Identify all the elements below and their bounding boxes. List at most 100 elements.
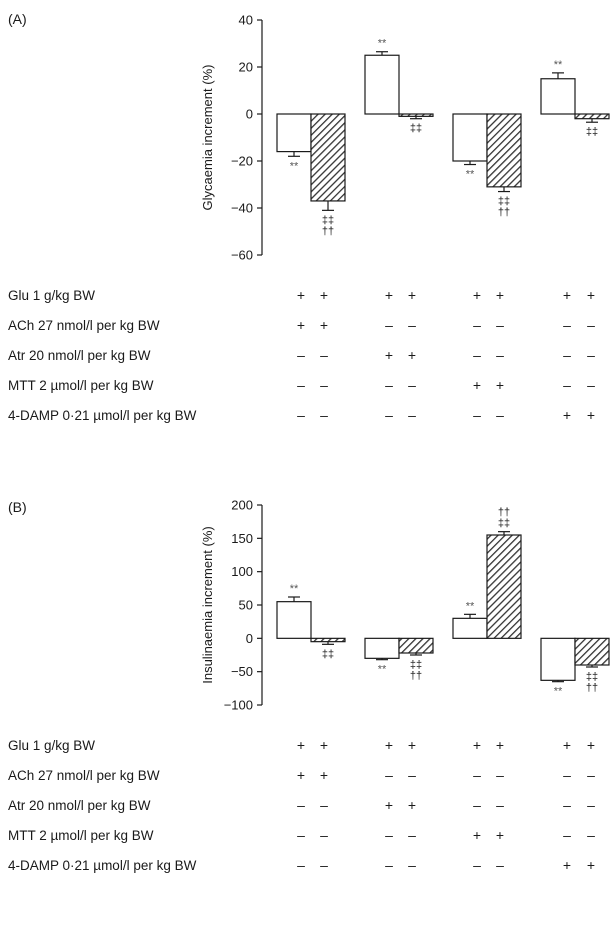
bar-hatched <box>486 534 522 639</box>
condition-sign: + <box>385 797 393 813</box>
y-tick-label: 150 <box>231 531 253 546</box>
condition-sign: – <box>408 767 416 783</box>
significance-marker: ‡‡ <box>498 518 510 530</box>
condition-sign: + <box>408 797 416 813</box>
condition-sign: – <box>563 377 571 393</box>
condition-label: Glu 1 g/kg BW <box>8 738 95 753</box>
condition-sign: – <box>473 797 481 813</box>
condition-sign: – <box>320 347 328 363</box>
condition-sign: – <box>473 407 481 423</box>
condition-label: 4-DAMP 0·21 µmol/l per kg BW <box>8 408 197 423</box>
condition-sign: – <box>496 347 504 363</box>
condition-sign: + <box>408 737 416 753</box>
condition-sign: – <box>473 767 481 783</box>
condition-sign: + <box>473 287 481 303</box>
bar-open <box>276 113 312 153</box>
significance-marker: †† <box>322 225 334 237</box>
condition-sign: – <box>587 767 595 783</box>
condition-sign: + <box>320 287 328 303</box>
condition-sign: – <box>563 767 571 783</box>
condition-sign: + <box>473 827 481 843</box>
condition-sign: – <box>385 767 393 783</box>
condition-sign: – <box>385 377 393 393</box>
condition-sign: – <box>297 347 305 363</box>
y-tick-label: −50 <box>231 664 253 679</box>
condition-sign: – <box>408 377 416 393</box>
significance-marker: †† <box>498 207 510 219</box>
condition-sign: – <box>473 857 481 873</box>
condition-sign: + <box>563 287 571 303</box>
condition-sign: – <box>496 767 504 783</box>
y-tick-label: −100 <box>224 698 253 713</box>
condition-label: MTT 2 µmol/l per kg BW <box>8 828 154 843</box>
condition-sign: + <box>563 407 571 423</box>
condition-sign: – <box>587 377 595 393</box>
condition-sign: – <box>563 347 571 363</box>
condition-sign: + <box>496 287 504 303</box>
condition-sign: – <box>408 857 416 873</box>
significance-marker: ‡‡ <box>322 214 334 226</box>
condition-sign: + <box>587 407 595 423</box>
condition-label: ACh 27 nmol/l per kg BW <box>8 318 160 333</box>
condition-sign: – <box>297 377 305 393</box>
condition-sign: – <box>473 347 481 363</box>
condition-sign: – <box>320 827 328 843</box>
condition-label: ACh 27 nmol/l per kg BW <box>8 768 160 783</box>
condition-sign: – <box>496 407 504 423</box>
condition-sign: + <box>563 857 571 873</box>
condition-sign: + <box>587 857 595 873</box>
significance-marker: ** <box>290 160 299 172</box>
bar-open <box>540 78 576 115</box>
condition-sign: – <box>385 317 393 333</box>
condition-sign: – <box>496 317 504 333</box>
significance-marker: ** <box>466 169 475 181</box>
bar-hatched <box>398 637 434 654</box>
condition-sign: + <box>408 347 416 363</box>
bar-open <box>364 54 400 115</box>
condition-sign: + <box>496 827 504 843</box>
significance-marker: †† <box>586 682 598 694</box>
condition-sign: – <box>385 827 393 843</box>
condition-label: 4-DAMP 0·21 µmol/l per kg BW <box>8 858 197 873</box>
condition-sign: – <box>320 407 328 423</box>
condition-label: MTT 2 µmol/l per kg BW <box>8 378 154 393</box>
y-tick-label: −60 <box>231 248 253 263</box>
condition-sign: – <box>563 317 571 333</box>
condition-sign: – <box>563 797 571 813</box>
bar-hatched <box>486 113 522 188</box>
condition-sign: – <box>408 407 416 423</box>
significance-marker: ‡‡ <box>586 671 598 683</box>
condition-sign: + <box>297 737 305 753</box>
y-tick-label: 0 <box>246 631 253 646</box>
condition-sign: – <box>496 857 504 873</box>
bar-hatched <box>398 113 434 117</box>
y-tick-label: 40 <box>239 13 253 28</box>
significance-marker: †† <box>410 670 422 682</box>
significance-marker: ‡‡ <box>586 126 598 138</box>
condition-sign: – <box>320 857 328 873</box>
condition-label: Atr 20 nmol/l per kg BW <box>8 348 151 363</box>
condition-sign: – <box>473 317 481 333</box>
significance-marker: ** <box>378 664 387 676</box>
condition-sign: + <box>297 317 305 333</box>
condition-sign: + <box>320 317 328 333</box>
condition-sign: – <box>496 797 504 813</box>
bar-open <box>276 601 312 639</box>
condition-sign: – <box>587 797 595 813</box>
condition-sign: + <box>385 737 393 753</box>
bar-hatched <box>310 113 346 202</box>
condition-sign: + <box>320 767 328 783</box>
bar-hatched <box>310 637 346 643</box>
bar-open <box>364 637 400 659</box>
condition-sign: + <box>473 737 481 753</box>
condition-sign: – <box>320 797 328 813</box>
panel-label: (A) <box>8 11 27 27</box>
condition-sign: – <box>297 797 305 813</box>
condition-sign: + <box>587 737 595 753</box>
condition-sign: – <box>563 827 571 843</box>
condition-sign: + <box>587 287 595 303</box>
y-tick-label: −40 <box>231 201 253 216</box>
y-tick-label: 200 <box>231 498 253 513</box>
significance-marker: ‡‡ <box>410 659 422 671</box>
